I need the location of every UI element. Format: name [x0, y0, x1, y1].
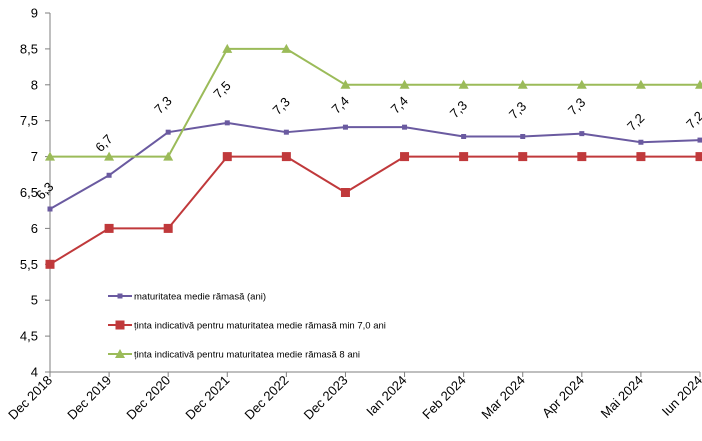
- data-label: 7,3: [506, 99, 529, 122]
- data-point: [340, 79, 351, 89]
- data-point: [520, 133, 526, 139]
- legend-item-2: ținta indicativă pentru maturitatea medi…: [108, 320, 386, 332]
- x-tick-label: Apr 2024: [539, 373, 587, 421]
- y-tick-label: 8,5: [20, 41, 38, 56]
- data-point: [342, 124, 348, 130]
- x-tick-label: Dec 2018: [5, 373, 55, 423]
- data-point: [577, 152, 587, 162]
- legend-item-3: ținta indicativă pentru maturitatea medi…: [108, 349, 360, 361]
- data-label: 7,4: [329, 93, 352, 116]
- data-point: [695, 152, 702, 162]
- series-line: [49, 155, 700, 266]
- data-point: [517, 79, 528, 89]
- legend-label: maturitatea medie rămasă (ani): [134, 292, 266, 303]
- legend-label: ținta indicativă pentru maturitatea medi…: [134, 350, 360, 361]
- data-point: [402, 124, 408, 130]
- legend-marker: [115, 349, 125, 358]
- data-label: 7,5: [210, 78, 233, 101]
- data-point: [340, 188, 350, 197]
- data-point: [104, 223, 114, 233]
- y-tick-label: 8: [31, 77, 38, 92]
- data-point: [697, 137, 702, 143]
- series-line: [50, 47, 700, 158]
- y-tick-label: 4,5: [20, 329, 38, 344]
- data-point: [283, 129, 289, 135]
- data-point: [576, 79, 587, 89]
- y-tick-label: 7,5: [20, 113, 38, 128]
- data-point: [636, 152, 646, 162]
- data-labels: 6,36,77,37,57,3 7,4 7,4 7,3 7,3 7,37,2 7,2: [33, 78, 702, 203]
- data-point: [638, 139, 644, 145]
- x-tick-label: Dec 2021: [182, 373, 232, 423]
- y-tick-label: 4: [31, 365, 38, 380]
- series-3: [45, 43, 702, 161]
- data-point: [45, 259, 55, 269]
- data-label: 7,3: [447, 98, 470, 121]
- series-1: [47, 120, 702, 212]
- series-layer: [45, 43, 702, 269]
- data-point: [461, 133, 467, 139]
- x-tick-label: Dec 2022: [242, 373, 292, 423]
- series-line: [49, 121, 701, 210]
- data-point: [165, 129, 171, 135]
- x-tick-label: Ian 2024: [363, 373, 409, 419]
- y-tick-label: 6: [31, 221, 38, 236]
- x-tick-label: Mai 2024: [598, 373, 646, 421]
- data-point: [400, 152, 410, 162]
- data-label: 7,2: [683, 108, 702, 131]
- data-label: 7,4: [388, 93, 411, 116]
- data-point: [224, 120, 230, 126]
- legend-marker: [115, 320, 125, 330]
- data-label: 6,7: [92, 131, 115, 154]
- data-point: [222, 43, 233, 53]
- y-tick-label: 7: [31, 149, 38, 164]
- data-point: [222, 152, 232, 162]
- y-tick-label: 6,5: [20, 185, 38, 200]
- data-label: 7,3: [269, 94, 292, 117]
- y-tick-label: 9: [31, 6, 38, 21]
- x-tick-label: Iun 2024: [659, 373, 702, 419]
- data-point: [163, 151, 174, 161]
- data-point: [459, 152, 469, 162]
- y-tick-label: 5,5: [20, 257, 38, 272]
- data-point: [458, 79, 469, 89]
- x-tick-label: Dec 2020: [123, 373, 173, 423]
- y-tick-label: 5: [31, 293, 38, 308]
- legend-marker: [117, 293, 123, 299]
- data-point: [399, 79, 410, 89]
- data-point: [281, 152, 291, 162]
- x-tick-label: Dec 2023: [301, 373, 351, 423]
- x-tick-label: Dec 2019: [64, 373, 114, 423]
- data-point: [695, 79, 702, 89]
- data-point: [518, 152, 528, 162]
- data-point: [163, 223, 173, 233]
- legend: maturitatea medie rămasă (ani) ținta indi…: [108, 292, 386, 361]
- data-point: [635, 79, 646, 89]
- x-tick-label: Mar 2024: [478, 373, 527, 422]
- data-point: [106, 172, 112, 178]
- data-label: 7,2: [624, 110, 647, 133]
- legend-item-1: maturitatea medie rămasă (ani): [108, 292, 266, 303]
- data-point: [45, 151, 55, 161]
- x-tick-label: Feb 2024: [419, 373, 468, 422]
- data-point: [579, 131, 585, 137]
- legend-label: ținta indicativă pentru maturitatea medi…: [134, 321, 386, 332]
- data-point: [104, 151, 115, 161]
- data-label: 7,3: [151, 93, 174, 116]
- data-point: [47, 206, 53, 212]
- data-point: [281, 43, 292, 53]
- data-label: 7,3: [565, 95, 588, 118]
- series-2: [45, 152, 702, 269]
